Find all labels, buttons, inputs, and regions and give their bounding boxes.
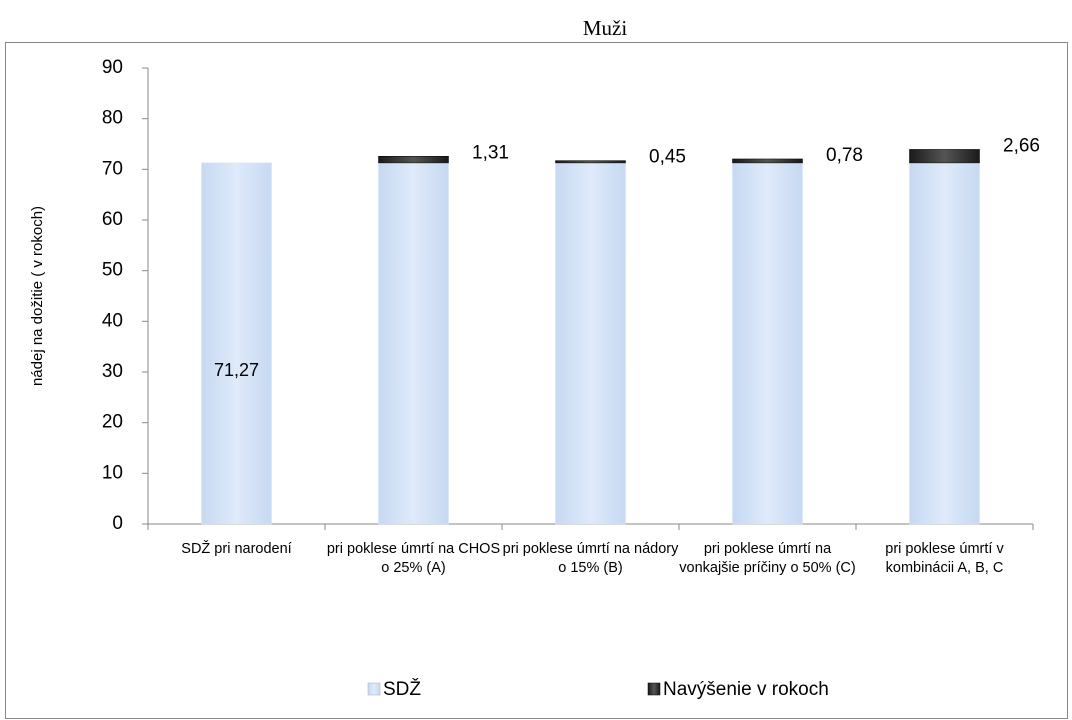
- legend-swatch: [367, 682, 381, 696]
- y-tick-label: 70: [102, 158, 123, 179]
- y-tick-label: 60: [102, 209, 123, 230]
- x-tick-label: pri poklese úmrtí na nádory o 15% (B): [502, 541, 679, 576]
- y-tick-label: 50: [102, 260, 123, 281]
- legend-label: Navýšenie v rokoch: [663, 679, 829, 700]
- y-tick-label: 30: [102, 361, 123, 382]
- bar-segment: [732, 162, 803, 525]
- bar-segment: [909, 162, 980, 525]
- y-axis-label: nádej na dožitie ( v rokoch): [29, 206, 46, 386]
- data-label: 2,66: [1003, 135, 1040, 156]
- x-tick-label: pri poklese úmrtí na vonkajšie príčiny o…: [679, 541, 856, 576]
- legend-swatch: [647, 682, 661, 696]
- data-label: 71,27: [214, 360, 259, 380]
- x-tick-label: pri poklese úmrtí na CHOS o 25% (A): [326, 541, 501, 576]
- chart-title: Muži: [583, 16, 627, 40]
- bar-segment: [555, 160, 626, 164]
- y-tick-label: 90: [102, 57, 123, 78]
- data-label: 0,78: [826, 145, 863, 166]
- data-label: 1,31: [472, 142, 509, 163]
- x-tick-label: pri poklese úmrtí v kombinácii A, B, C: [885, 541, 1004, 576]
- bar-segment: [909, 149, 980, 164]
- bar-segment: [378, 162, 449, 525]
- chart-border: [5, 42, 1068, 719]
- legend-label: SDŽ: [383, 678, 421, 700]
- bar-segment: [378, 156, 449, 164]
- bar-segment: [555, 162, 626, 525]
- y-tick-label: 20: [102, 412, 123, 433]
- y-tick-label: 40: [102, 310, 123, 331]
- x-tick-label: SDŽ pri narodení: [181, 541, 292, 557]
- bar-segment: [732, 158, 803, 164]
- data-label: 0,45: [649, 147, 686, 168]
- y-tick-label: 0: [112, 513, 123, 534]
- bar-segment: [201, 162, 272, 525]
- y-tick-label: 80: [102, 108, 123, 129]
- y-tick-label: 10: [102, 462, 123, 483]
